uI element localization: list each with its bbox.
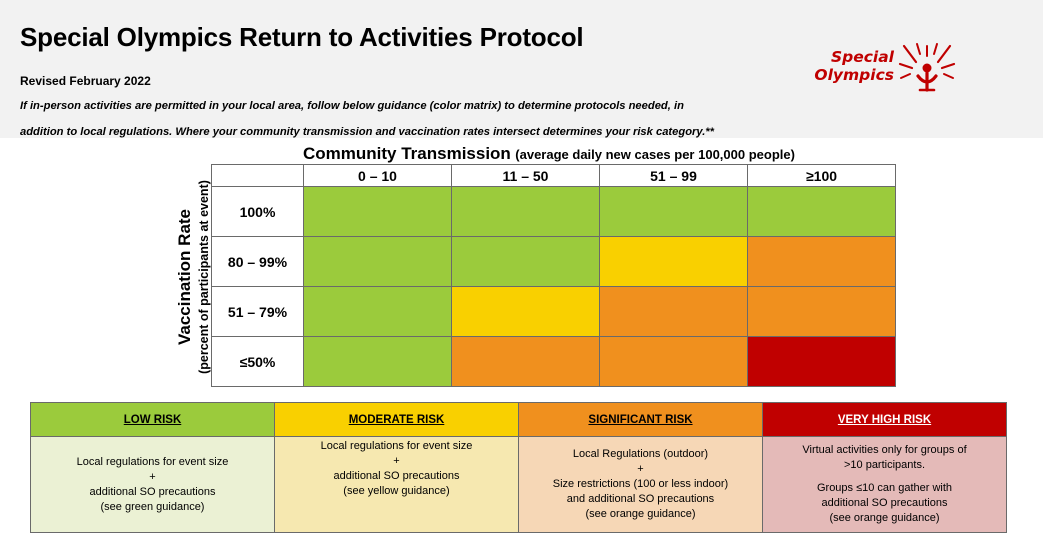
legend-header-row: LOW RISK MODERATE RISK SIGNIFICANT RISK … — [30, 402, 1007, 437]
legend-body-significant: Local Regulations (outdoor) + Size restr… — [518, 436, 763, 533]
guidance-line: additional SO precautions — [89, 485, 216, 498]
matrix-row: ≤50% — [211, 336, 896, 387]
column-header: 0 – 10 — [303, 164, 452, 187]
guidance-line: Local Regulations (outdoor) — [572, 448, 709, 460]
column-title: Community Transmission — [303, 144, 511, 163]
guidance-line: and additional SO precautions — [566, 493, 715, 505]
guidance-line: Local regulations for event size — [320, 440, 473, 452]
column-header: 51 – 99 — [599, 164, 748, 187]
matrix-row: 100% — [211, 186, 896, 237]
guidance-line: + — [149, 470, 156, 483]
risk-cell — [303, 236, 452, 287]
guidance-line: additional SO precautions — [821, 497, 948, 509]
risk-cell — [451, 236, 600, 287]
guidance-line: Local regulations for event size — [76, 455, 229, 468]
matrix-corner — [211, 164, 304, 187]
matrix-row: 51 – 79% — [211, 286, 896, 337]
column-header: 11 – 50 — [451, 164, 600, 187]
matrix-row: 80 – 99% — [211, 236, 896, 287]
revised-date: Revised February 2022 — [20, 74, 151, 88]
legend-body-very-high: Virtual activities only for groups of >1… — [762, 436, 1007, 533]
legend-heading-low: LOW RISK — [30, 402, 275, 437]
legend-heading-significant: SIGNIFICANT RISK — [518, 402, 763, 437]
guidance-line: Size restrictions (100 or less indoor) — [552, 478, 729, 490]
column-header: ≥100 — [747, 164, 896, 187]
risk-cell — [451, 286, 600, 337]
risk-matrix: 0 – 10 11 – 50 51 – 99 ≥100 100% 80 – 99… — [211, 164, 896, 387]
guidance-line: >10 participants. — [843, 459, 926, 471]
risk-cell — [599, 186, 748, 237]
column-subtitle: (average daily new cases per 100,000 peo… — [515, 147, 795, 162]
guidance-line: + — [637, 463, 644, 475]
legend-body-row: Local regulations for event size + addit… — [30, 436, 1007, 533]
risk-cell — [451, 336, 600, 387]
risk-legend: LOW RISK MODERATE RISK SIGNIFICANT RISK … — [30, 402, 1007, 533]
guidance-line: (see yellow guidance) — [343, 485, 450, 497]
risk-cell — [747, 286, 896, 337]
risk-cell — [599, 286, 748, 337]
legend-heading-very-high: VERY HIGH RISK — [762, 402, 1007, 437]
guidance-line: Virtual activities only for groups of — [802, 444, 967, 456]
risk-cell — [747, 336, 896, 387]
logo-line-1: Special — [830, 48, 894, 66]
row-header: 51 – 79% — [211, 286, 304, 337]
special-olympics-logo: Special Olympics — [786, 40, 956, 96]
row-header: ≤50% — [211, 336, 304, 387]
community-transmission-title: Community Transmission (average daily ne… — [303, 144, 795, 164]
risk-cell — [303, 336, 452, 387]
legend-body-moderate: Local regulations for event size + addit… — [274, 436, 519, 533]
page-title: Special Olympics Return to Activities Pr… — [20, 22, 584, 52]
special-olympics-figure-icon — [898, 43, 956, 92]
legend-heading-moderate: MODERATE RISK — [274, 402, 519, 437]
guidance-line: additional SO precautions — [333, 470, 460, 482]
guidance-line: + — [393, 455, 400, 467]
risk-cell — [451, 186, 600, 237]
guidance-line: (see orange guidance) — [585, 508, 696, 520]
guidance-spacer — [771, 473, 998, 481]
risk-cell — [747, 236, 896, 287]
guidance-line: (see green guidance) — [100, 500, 205, 513]
intro-text: If in-person activities are permitted in… — [20, 100, 715, 138]
guidance-line: (see orange guidance) — [829, 512, 940, 524]
guidance-line: Groups ≤10 can gather with — [816, 482, 953, 494]
logo-text: Special Olympics — [814, 48, 894, 84]
row-header: 80 – 99% — [211, 236, 304, 287]
row-title: Vaccination Rate — [175, 208, 194, 346]
risk-cell — [303, 286, 452, 337]
row-header: 100% — [211, 186, 304, 237]
risk-cell — [599, 336, 748, 387]
risk-cell — [599, 236, 748, 287]
risk-cell — [303, 186, 452, 237]
risk-cell — [747, 186, 896, 237]
legend-body-low: Local regulations for event size + addit… — [30, 436, 275, 533]
matrix-header-row: 0 – 10 11 – 50 51 – 99 ≥100 — [211, 164, 896, 187]
header-panel: Special Olympics Return to Activities Pr… — [0, 0, 1043, 138]
logo-line-2: Olympics — [814, 66, 894, 84]
